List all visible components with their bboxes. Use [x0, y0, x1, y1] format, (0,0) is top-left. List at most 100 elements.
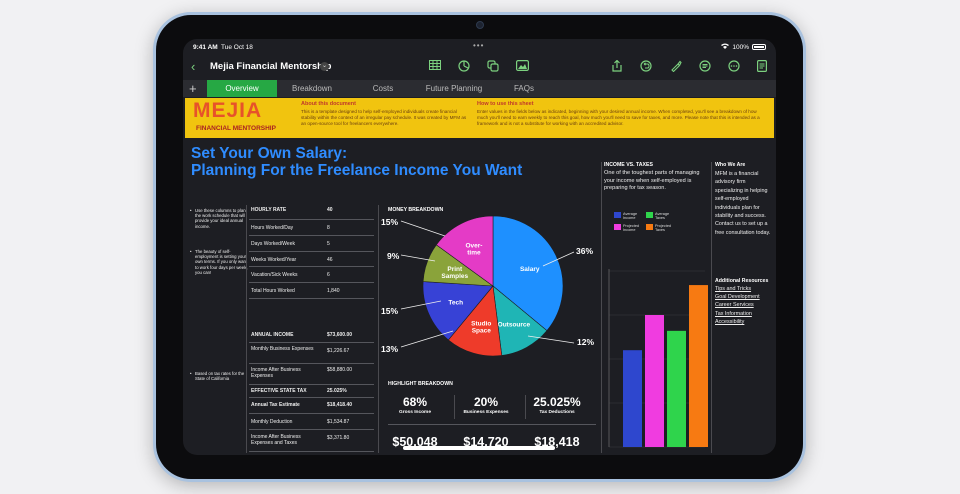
resource-link-tips[interactable]: Tips and Tricks [715, 286, 752, 292]
battery-icon [752, 44, 766, 50]
bar-projected-taxes[interactable] [689, 285, 708, 447]
pie-slice-label: Samples [441, 273, 468, 280]
business-expenses-amount: $14,720 [463, 435, 509, 449]
resource-link-accessibility[interactable]: Accessibility [715, 319, 745, 325]
table-row[interactable]: EFFECTIVE STATE TAX 25.025% [249, 385, 374, 398]
pie-slice-label: Over- [465, 243, 482, 250]
app-screen: 9:41 AM Tue Oct 18 ••• 100% ‹ Mejia Fina… [183, 39, 776, 455]
who-we-are-title: Who We Are [715, 162, 746, 168]
add-sheet-plus-icon[interactable]: + [189, 81, 197, 96]
legend-swatch [646, 224, 653, 230]
table-icon[interactable] [428, 60, 441, 73]
divider [246, 205, 247, 453]
tab-future-planning[interactable]: Future Planning [425, 84, 483, 93]
device-bezel: 9:41 AM Tue Oct 18 ••• 100% ‹ Mejia Fina… [156, 15, 803, 479]
legend-item: Average Taxes [646, 212, 675, 220]
who-we-are-text: MFM is a financial advisory firm special… [715, 171, 771, 236]
table-row[interactable]: Income After Business Expenses and Taxes… [249, 430, 374, 452]
tab-breakdown[interactable]: Breakdown [291, 84, 333, 93]
pie-slice-over-time[interactable] [435, 215, 494, 287]
table-row[interactable]: ANNUAL INCOME $73,600.00 [249, 329, 374, 343]
table-row[interactable]: Days Worked/Week 5 [249, 236, 374, 252]
table-row[interactable]: Monthly Business Expenses $1,226.67 [249, 343, 374, 364]
headline-line-1: Set Your Own Salary: [191, 145, 348, 162]
resource-link-career[interactable]: Career Services [715, 302, 754, 308]
tab-overview[interactable]: Overview [207, 80, 277, 97]
table-row[interactable]: Vacation/Sick Weeks 6 [249, 267, 374, 283]
media-icon[interactable] [516, 60, 530, 73]
pie-slice-label: time [467, 250, 481, 257]
status-right: 100% [721, 43, 766, 51]
pie-slice-label: Salary [520, 266, 540, 273]
multitasking-dots-icon[interactable]: ••• [473, 41, 485, 50]
divider [388, 424, 596, 425]
divider [454, 395, 455, 419]
undo-icon[interactable] [639, 60, 652, 73]
back-chevron-icon[interactable]: ‹ [191, 59, 196, 74]
chart-icon[interactable] [457, 60, 470, 73]
table-row[interactable]: Annual Tax Estimate $18,418.40 [249, 398, 374, 414]
divider [525, 395, 526, 419]
pie-slice-label: Print [447, 266, 463, 273]
table-row[interactable]: HOURLY RATE 40 [249, 205, 374, 220]
legend-item: Average Income [614, 212, 643, 220]
bar-projected-income[interactable] [645, 315, 664, 447]
tab-faqs[interactable]: FAQs [513, 84, 534, 93]
resource-link-tax[interactable]: Tax Information [715, 311, 752, 317]
pie-slice-label: Outsource [498, 322, 531, 329]
howto-title: How to use this sheet [477, 101, 534, 107]
tab-costs[interactable]: Costs [372, 84, 394, 93]
brush-icon[interactable] [669, 60, 682, 73]
income-vs-taxes-bar-chart[interactable] [601, 251, 709, 451]
income-vs-taxes-title: INCOME VS. TAXES [604, 162, 653, 168]
headline-line-2: Planning For the Freelance Income You Wa… [191, 162, 523, 179]
home-indicator[interactable] [403, 446, 555, 450]
format-icon[interactable] [698, 60, 711, 73]
bar-average-income[interactable] [623, 350, 642, 447]
title-menu-chevron-icon[interactable]: ⌄ [320, 62, 329, 71]
resource-link-goals[interactable]: Goal Development [715, 294, 760, 300]
gross-income-amount: $50,048 [392, 435, 438, 449]
note-tax-rates: Based on tax rates for the State of Cali… [190, 371, 249, 381]
table-row[interactable]: Total Hours Worked 1,840 [249, 283, 374, 299]
status-time: 9:41 AM [193, 44, 218, 51]
wifi-icon [721, 43, 730, 51]
resources-title: Additional Resources [715, 278, 769, 284]
pie-slice-label: Tech [448, 300, 463, 307]
document-icon[interactable] [755, 60, 768, 73]
status-bar: 9:41 AM Tue Oct 18 ••• 100% [183, 39, 776, 55]
camera-dot [476, 21, 484, 29]
page-headline: Set Your Own Salary: Planning For the Fr… [191, 145, 522, 179]
legend-item: Projected Taxes [646, 224, 675, 232]
table-row[interactable]: Income After Business Expenses $58,880.00 [249, 364, 374, 385]
mejia-logo: MEJIA [193, 99, 263, 122]
about-title: About this document [301, 101, 356, 107]
pie-callout: 15% [381, 217, 399, 227]
business-expenses-percent: 20% [473, 395, 499, 409]
income-vs-taxes-description: One of the toughest parts of managing yo… [604, 170, 700, 191]
divider [711, 162, 712, 453]
gross-income-percent: 68% [402, 395, 428, 409]
table-row[interactable]: Hours Worked/Day 8 [249, 220, 374, 236]
shapes-icon[interactable] [486, 60, 499, 73]
bar-average-taxes[interactable] [667, 330, 686, 447]
document-title[interactable]: Mejia Financial Mentorship [210, 61, 332, 72]
note-self-employment: The beauty of self-employment is setting… [190, 249, 249, 275]
status-date: Tue Oct 18 [221, 44, 253, 51]
more-icon[interactable] [727, 60, 740, 73]
table-row[interactable]: Weeks Worked/Year 46 [249, 252, 374, 267]
highlight-breakdown-title: HIGHLIGHT BREAKDOWN [388, 381, 453, 387]
share-icon[interactable] [610, 59, 623, 73]
table-row[interactable]: Monthly Deduction $1,534.87 [249, 414, 374, 430]
legend-swatch [614, 224, 621, 230]
tax-deductions-amount: $18,418 [534, 435, 580, 449]
money-breakdown-title: MONEY BREAKDOWN [388, 207, 444, 213]
pie-callout: 15% [381, 306, 399, 316]
pie-slice-label: Space [472, 327, 492, 334]
legend-item: Projected Income [614, 224, 643, 232]
pie-callout: 13% [381, 344, 399, 354]
ipad-device: 9:41 AM Tue Oct 18 ••• 100% ‹ Mejia Fina… [153, 12, 806, 482]
sheet-tabs: + Overview Breakdown Costs Future Planni… [183, 80, 776, 97]
divider [378, 205, 379, 453]
